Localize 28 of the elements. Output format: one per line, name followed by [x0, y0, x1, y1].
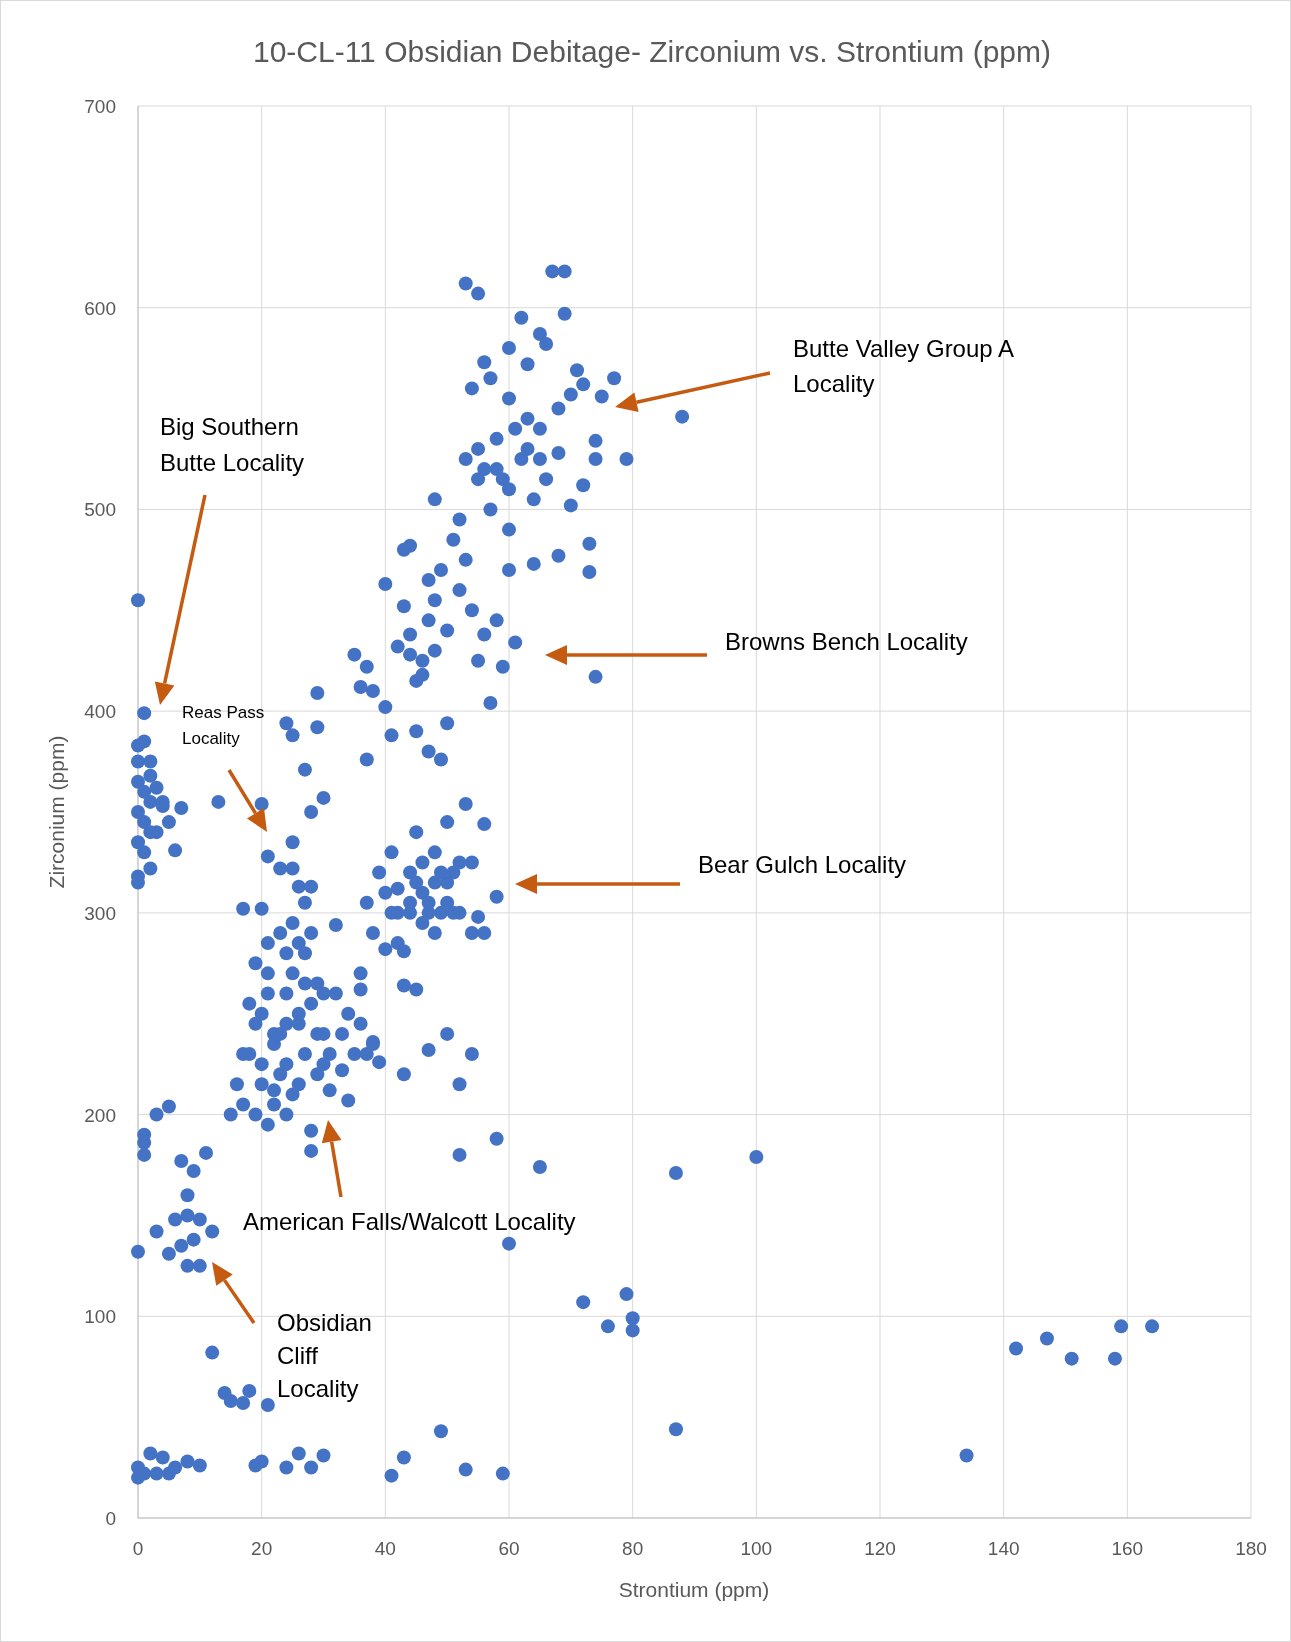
chart-title: 10-CL-11 Obsidian Debitage- Zirconium vs. Strontium (ppm) [252, 35, 1052, 68]
x-tick-label: 40 [374, 1538, 396, 1559]
x-tick-label: 140 [987, 1538, 1020, 1559]
annotation: Big Southern Butte Locality [160, 413, 305, 476]
annotation: American Falls/Walcott Locality [243, 1208, 576, 1235]
x-tick-label: 180 [1235, 1538, 1267, 1559]
y-tick-label: 400 [84, 701, 116, 723]
y-tick-label: 700 [84, 96, 116, 117]
x-tick-label: 20 [251, 1538, 273, 1559]
y-tick-label: 600 [84, 297, 116, 319]
y-axis-title: Zirconium (ppm) [45, 735, 68, 889]
x-tick-label: 60 [498, 1538, 520, 1559]
x-axis-title: Strontium (ppm) [618, 1578, 770, 1601]
y-tick-label: 200 [84, 1104, 116, 1126]
annotation: Browns Bench Locality [725, 628, 968, 655]
annotation: Bear Gulch Locality [698, 851, 907, 878]
x-tick-label: 100 [740, 1538, 773, 1559]
annotation: Obsidian Cliff Locality [277, 1309, 372, 1402]
x-tick-label: 120 [864, 1538, 896, 1559]
x-tick-label: 160 [1111, 1538, 1144, 1559]
y-tick-label: 500 [84, 499, 116, 521]
y-tick-label: 100 [84, 1306, 116, 1328]
annotation: Butte Valley Group A Locality [793, 335, 1015, 397]
y-tick-label: 0 [105, 1508, 116, 1529]
annotation: Reas Pass Locality [182, 703, 265, 748]
x-tick-label: 80 [622, 1538, 644, 1559]
y-tick-label: 300 [84, 902, 116, 924]
x-tick-label: 0 [132, 1538, 144, 1559]
